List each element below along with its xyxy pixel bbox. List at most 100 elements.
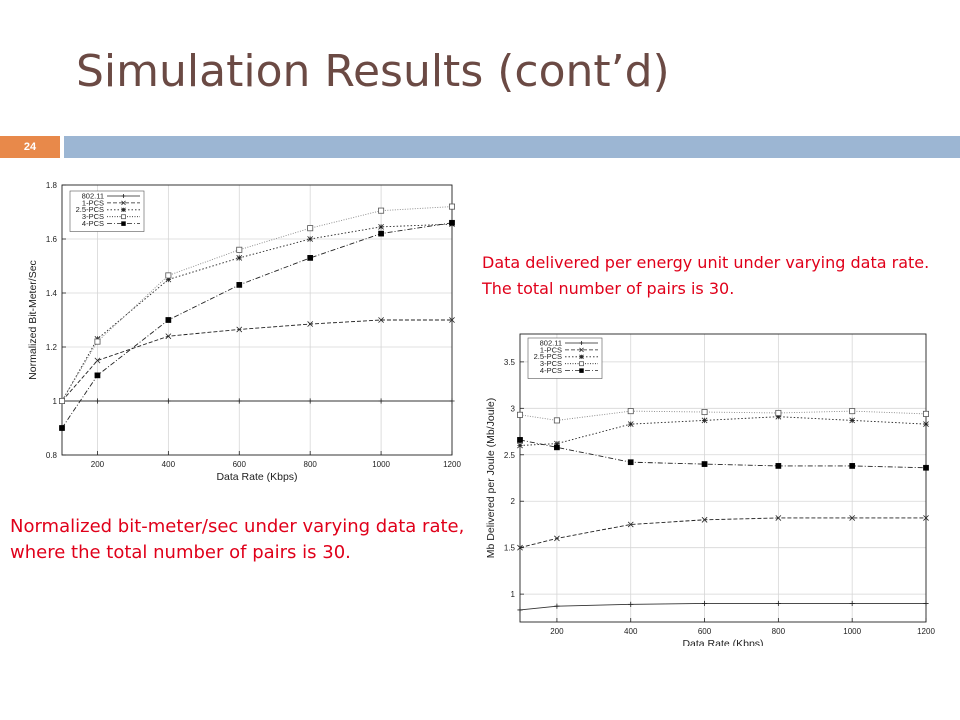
data-point — [236, 282, 243, 288]
legend-label: 4-PCS — [540, 366, 562, 375]
tick-label-x: 1200 — [443, 460, 461, 469]
data-point — [236, 326, 243, 333]
legend-marker — [121, 200, 126, 206]
chart-bitmeter: 0.8 1 1.2 1.4 1.6 1.8 200 400 600 800 1000 1200 Data… — [27, 181, 461, 483]
data-point — [59, 397, 66, 404]
series-4-PCS — [59, 219, 455, 431]
legend-box — [527, 337, 603, 379]
data-point — [923, 421, 929, 427]
x-axis-label: Data Rate (Kbps) — [216, 471, 297, 483]
tick-label-y: 1 — [53, 397, 58, 406]
legend-marker — [579, 341, 584, 345]
data-point — [627, 521, 634, 528]
slide-title: Simulation Results (cont’d) — [76, 46, 670, 97]
data-point — [378, 223, 384, 230]
series-line-2.5-PCS — [519, 416, 927, 446]
data-point — [378, 398, 384, 404]
data-point — [378, 317, 384, 323]
data-point — [449, 219, 455, 226]
series-802.11 — [517, 600, 929, 613]
tick-label-y: 3.5 — [504, 358, 516, 367]
data-point — [627, 408, 634, 415]
legend-marker — [579, 347, 584, 353]
legend-marker — [121, 194, 126, 198]
series-line-3-PCS — [61, 206, 453, 402]
series-line-2.5-PCS — [61, 223, 453, 402]
legend-label: 3-PCS — [82, 212, 104, 221]
data-point — [775, 463, 782, 469]
data-point — [236, 398, 242, 404]
data-point — [849, 417, 856, 424]
tick-label-y: 1.5 — [504, 544, 516, 553]
tick-label-y: 3 — [511, 404, 516, 413]
legend-label: 802.11 — [540, 338, 562, 347]
legend-label: 2.5-PCS — [76, 205, 104, 214]
data-point — [165, 317, 172, 323]
data-point — [448, 203, 455, 210]
data-point — [775, 413, 782, 420]
data-point — [554, 440, 560, 447]
data-point — [165, 333, 172, 340]
data-point — [922, 410, 929, 417]
series-line-1-PCS — [519, 517, 926, 549]
data-point — [775, 409, 782, 416]
data-point — [59, 425, 65, 431]
tick-label-x: 400 — [162, 460, 176, 469]
legend-marker — [579, 368, 584, 373]
data-point — [849, 463, 856, 469]
data-point — [165, 272, 172, 279]
data-point — [923, 600, 929, 607]
legend-label: 1-PCS — [540, 345, 562, 354]
data-point — [849, 515, 856, 521]
data-point — [378, 207, 385, 214]
data-point — [849, 600, 855, 607]
series-2.5-PCS — [517, 413, 929, 449]
legend-marker — [579, 354, 584, 360]
tick-label-y: 1.8 — [46, 181, 58, 190]
series-line-4-PCS — [519, 439, 927, 469]
caption-bitmeter-chart: Normalized bit-meter/sec under varying d… — [10, 516, 465, 563]
data-point — [307, 321, 314, 327]
slide-number: 24 — [0, 136, 60, 158]
data-point — [517, 437, 523, 443]
data-point — [94, 372, 101, 379]
data-point — [307, 225, 314, 232]
legend-marker — [121, 214, 126, 220]
data-point — [554, 535, 560, 542]
data-point — [849, 408, 856, 415]
tick-label-x: 1200 — [917, 627, 935, 636]
caption-energy-chart: Data delivered per energy unit under var… — [482, 253, 930, 298]
tick-label-x: 800 — [772, 627, 786, 636]
tick-label-x: 400 — [624, 627, 638, 636]
tick-label-y: 1.6 — [46, 235, 58, 244]
tick-label-x: 1000 — [372, 460, 390, 469]
series-802.11 — [59, 398, 455, 404]
tick-label-x: 200 — [91, 460, 105, 469]
data-point — [449, 398, 455, 404]
series-1-PCS — [517, 515, 929, 551]
data-point — [94, 338, 101, 345]
data-point — [517, 442, 523, 449]
series-3-PCS — [517, 408, 929, 424]
tick-label-x: 800 — [304, 460, 318, 469]
series-line-1-PCS — [61, 319, 452, 402]
data-point — [554, 603, 560, 609]
tick-label-y: 1.2 — [46, 343, 58, 352]
data-point — [775, 515, 782, 521]
tick-label-y: 2.5 — [504, 451, 516, 460]
data-point — [517, 411, 524, 418]
tick-label-x: 600 — [233, 460, 247, 469]
tick-label-y: 2 — [511, 497, 516, 506]
data-point — [94, 357, 101, 364]
legend-label: 3-PCS — [540, 359, 562, 368]
data-point — [701, 409, 708, 416]
data-point — [449, 317, 455, 323]
data-point — [701, 417, 708, 424]
series-4-PCS — [517, 437, 929, 471]
data-point — [165, 398, 171, 404]
legend-marker — [121, 221, 126, 226]
legend-label: 1-PCS — [82, 198, 104, 207]
tick-label-y: 1 — [511, 590, 516, 599]
